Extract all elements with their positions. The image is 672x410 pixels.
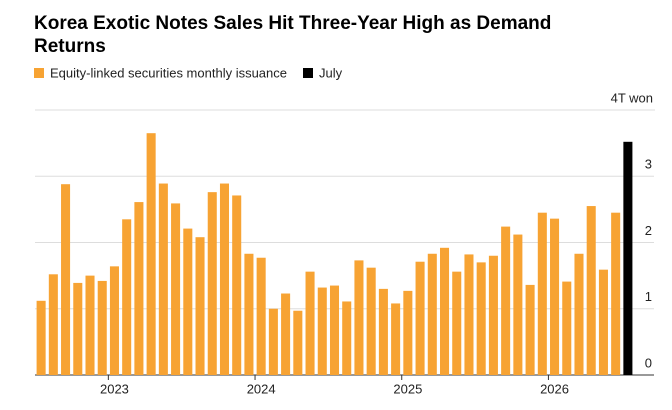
y-tick-label: 2 xyxy=(645,223,652,238)
bar xyxy=(574,253,584,375)
bar xyxy=(525,284,535,375)
x-tick-label: 2024 xyxy=(247,381,276,396)
bar xyxy=(427,253,437,375)
y-tick-label: 0 xyxy=(645,355,652,370)
bar xyxy=(281,293,291,375)
bar xyxy=(73,282,83,375)
bar xyxy=(537,212,547,375)
bar xyxy=(268,308,278,375)
bar xyxy=(366,267,376,375)
y-tick-label: 4T won xyxy=(611,90,653,105)
bar xyxy=(134,202,144,375)
bar xyxy=(354,260,364,375)
bar xyxy=(476,262,486,375)
bar xyxy=(501,226,511,375)
bar xyxy=(305,271,315,375)
bar xyxy=(317,287,327,375)
bar xyxy=(403,290,413,375)
bar xyxy=(562,281,572,375)
bar xyxy=(550,218,560,375)
bar xyxy=(586,206,596,375)
bar xyxy=(122,219,132,375)
bar xyxy=(464,254,474,375)
bar xyxy=(146,133,156,375)
bar xyxy=(378,288,388,375)
bar xyxy=(85,275,95,375)
bar xyxy=(598,269,608,375)
bar xyxy=(109,266,119,375)
bar xyxy=(244,253,254,375)
bar xyxy=(452,271,462,375)
bar xyxy=(513,234,523,375)
bar xyxy=(329,285,340,375)
bar xyxy=(232,195,242,375)
bar xyxy=(158,183,168,375)
bar xyxy=(97,280,107,375)
chart-title: Returns xyxy=(34,36,106,57)
x-tick-label: 2026 xyxy=(540,381,569,396)
bar xyxy=(171,203,181,375)
bar xyxy=(219,183,230,375)
bar xyxy=(61,184,71,375)
x-tick-label: 2023 xyxy=(100,381,129,396)
bar xyxy=(36,300,46,375)
bar xyxy=(256,257,266,375)
y-tick-label: 1 xyxy=(645,289,652,304)
y-tick-label: 3 xyxy=(645,157,652,172)
bar xyxy=(183,228,193,375)
bar xyxy=(488,255,498,375)
bar xyxy=(391,303,401,375)
bar xyxy=(293,310,303,375)
chart-title: Korea Exotic Notes Sales Hit Three-Year … xyxy=(34,13,551,34)
bar xyxy=(439,247,450,375)
x-tick-label: 2025 xyxy=(393,381,422,396)
legend-label: July xyxy=(319,65,343,80)
bar xyxy=(623,141,633,375)
bar xyxy=(207,192,217,375)
bar xyxy=(48,274,58,375)
legend-swatch xyxy=(34,68,44,78)
bar xyxy=(415,261,425,375)
legend-swatch xyxy=(303,68,313,78)
bar xyxy=(195,237,205,375)
bar xyxy=(342,301,352,375)
bar xyxy=(611,212,621,375)
legend-label: Equity-linked securities monthly issuanc… xyxy=(50,65,287,80)
